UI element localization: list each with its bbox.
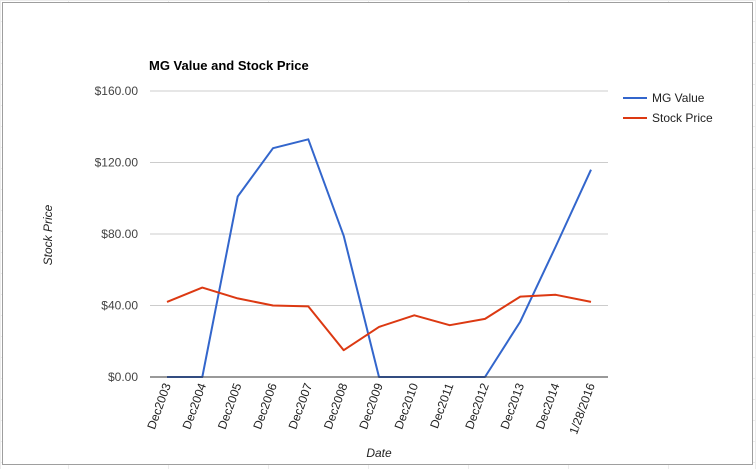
legend-label: MG Value: [652, 91, 705, 105]
series-lines: [166, 138, 592, 378]
series-line-mg-value: [167, 138, 592, 378]
x-tick-label: Dec2003: [144, 381, 174, 431]
series-line-stock-price: [166, 286, 592, 352]
y-axis-tick-labels: $0.00 $40.00 $80.00 $120.00 $160.00: [95, 84, 139, 384]
x-tick-label: Dec2008: [321, 381, 351, 431]
x-tick-label: Dec2007: [286, 381, 316, 431]
x-tick-label: Dec2009: [356, 381, 386, 431]
y-tick-label: $80.00: [101, 227, 138, 241]
x-tick-label: Dec2010: [392, 381, 422, 431]
y-tick-label: $40.00: [101, 299, 138, 313]
legend-label: Stock Price: [652, 111, 713, 125]
y-tick-label: $160.00: [95, 84, 139, 98]
x-tick-label: Dec2005: [215, 381, 245, 431]
x-tick-label: Dec2013: [498, 381, 528, 431]
line-chart: MG Value and Stock Price $0.00 $40.00 $80.…: [41, 58, 713, 460]
x-axis-tick-labels: Dec2003 Dec2004 Dec2005 Dec2006 Dec2007 Dec20…: [144, 381, 598, 436]
x-tick-label: Dec2012: [462, 381, 492, 431]
y-tick-label: $0.00: [108, 370, 138, 384]
chart-title: MG Value and Stock Price: [149, 58, 309, 73]
y-tick-label: $120.00: [95, 156, 139, 170]
x-tick-label: Dec2011: [427, 381, 456, 430]
x-tick-label: 1/28/2016: [566, 381, 598, 436]
y-axis-title: Stock Price: [41, 204, 55, 265]
legend: MG Value Stock Price: [623, 91, 713, 125]
x-tick-label: Dec2006: [250, 381, 280, 431]
x-tick-label: Dec2004: [180, 381, 210, 431]
gridlines: [150, 90, 608, 306]
x-tick-label: Dec2014: [533, 381, 563, 431]
x-axis-title: Date: [366, 446, 392, 460]
